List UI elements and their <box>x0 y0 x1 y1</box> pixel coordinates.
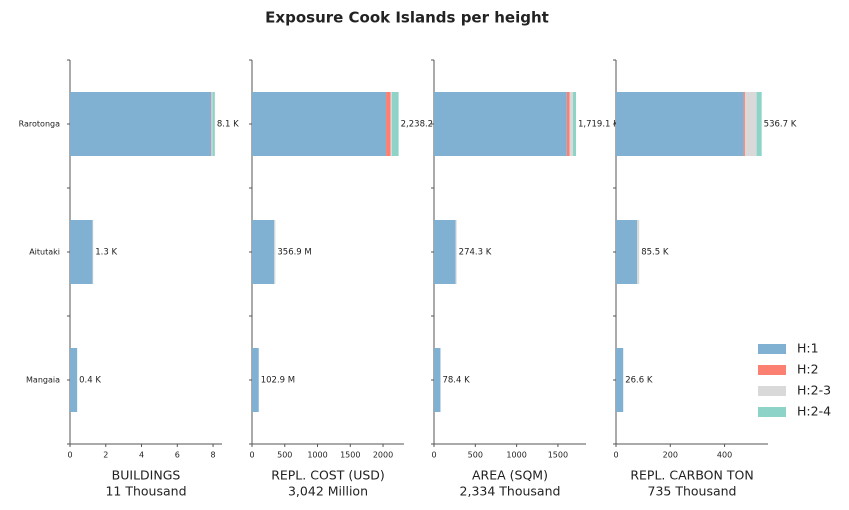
bar-segment <box>756 92 762 156</box>
legend-swatch <box>758 344 786 354</box>
x-axis-subtitle: 735 Thousand <box>648 484 737 499</box>
legend-label: H:2 <box>797 362 819 377</box>
x-tick-label: 1000 <box>506 451 526 460</box>
x-axis-label: REPL. COST (USD) <box>271 468 385 483</box>
bar-segment <box>616 220 638 284</box>
total-label: 0.4 K <box>79 376 101 386</box>
legend-label: H:2-4 <box>797 404 831 419</box>
x-tick-label: 2 <box>103 451 108 460</box>
x-tick-label: 200 <box>663 451 678 460</box>
bar-segment <box>569 92 574 156</box>
y-tick-label: Rarotonga <box>19 120 60 129</box>
x-axis-label: REPL. CARBON TON <box>630 468 753 483</box>
bar-segment <box>252 348 259 412</box>
bar-segment <box>274 220 276 284</box>
x-tick-label: 8 <box>211 451 216 460</box>
x-tick-label: 500 <box>468 451 483 460</box>
x-tick-label: 0 <box>249 451 254 460</box>
legend-swatch <box>758 407 786 417</box>
bar-segment <box>386 92 391 156</box>
total-label: 102.9 M <box>261 376 295 386</box>
x-tick-label: 500 <box>277 451 292 460</box>
bar-segment <box>92 220 94 284</box>
total-label: 1.3 K <box>95 248 117 258</box>
bar-segment <box>616 348 624 412</box>
bar-segment <box>743 92 745 156</box>
x-tick-label: 4 <box>139 451 144 460</box>
x-tick-label: 1500 <box>548 451 568 460</box>
total-label: 536.7 K <box>764 120 797 130</box>
x-tick-label: 0 <box>431 451 436 460</box>
bar-segment <box>744 92 757 156</box>
total-label: 26.6 K <box>625 376 653 386</box>
x-axis-subtitle: 3,042 Million <box>288 484 368 499</box>
legend-label: H:2-3 <box>797 383 831 398</box>
legend-label: H:1 <box>797 341 819 356</box>
bar-segment <box>211 92 213 156</box>
x-tick-label: 400 <box>717 451 732 460</box>
total-label: 274.3 K <box>459 248 492 258</box>
bar-segment <box>390 92 392 156</box>
total-label: 356.9 M <box>277 248 311 258</box>
y-tick-label: Mangaia <box>26 376 60 385</box>
x-tick-label: 6 <box>175 451 180 460</box>
x-axis-subtitle: 11 Thousand <box>105 484 186 499</box>
bar-segment <box>434 348 441 412</box>
x-axis-label: AREA (SQM) <box>472 468 548 483</box>
y-tick-label: Aitutaki <box>29 248 60 257</box>
bar-segment <box>252 220 275 284</box>
bar-segment <box>212 92 215 156</box>
x-tick-label: 0 <box>67 451 72 460</box>
bar-segment <box>434 220 456 284</box>
bar-segment <box>573 92 577 156</box>
chart-title: Exposure Cook Islands per height <box>265 9 549 27</box>
bar-segment <box>70 92 212 156</box>
bar-segment <box>566 92 570 156</box>
bar-segment <box>70 220 93 284</box>
total-label: 85.5 K <box>641 248 669 258</box>
x-tick-label: 1000 <box>307 451 327 460</box>
x-tick-label: 0 <box>613 451 618 460</box>
bar-segment <box>616 92 744 156</box>
bar-segment <box>391 92 399 156</box>
total-label: 1,719.1 K <box>578 120 619 130</box>
bar-segment <box>70 348 78 412</box>
x-tick-label: 1500 <box>340 451 360 460</box>
bar-segment <box>252 92 387 156</box>
x-axis-label: BUILDINGS <box>112 468 181 483</box>
total-label: 2,238.2 M <box>401 120 443 130</box>
total-label: 78.4 K <box>442 376 470 386</box>
x-axis-subtitle: 2,334 Thousand <box>460 484 561 499</box>
legend-swatch <box>758 365 786 375</box>
total-label: 8.1 K <box>217 120 239 130</box>
x-tick-label: 2000 <box>373 451 393 460</box>
legend-swatch <box>758 386 786 396</box>
bar-segment <box>455 220 457 284</box>
bar-segment <box>637 220 640 284</box>
bar-segment <box>434 92 567 156</box>
